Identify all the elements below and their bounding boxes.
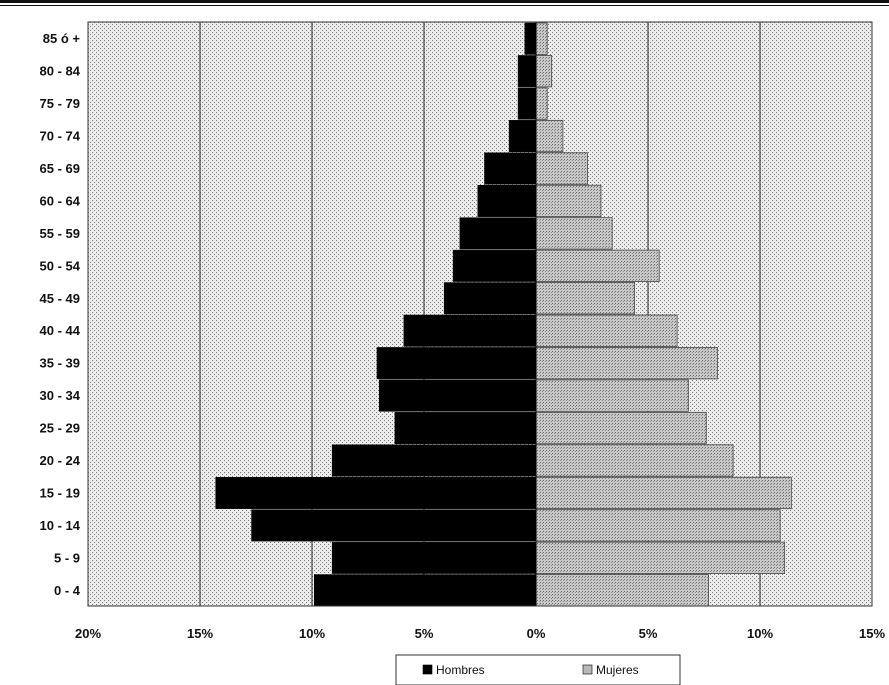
bar-mujeres-2 bbox=[535, 509, 781, 542]
bar-mujeres-1 bbox=[535, 541, 786, 574]
bar-hombres-2 bbox=[251, 509, 537, 542]
y-tick-label-0: 0 - 4 bbox=[54, 583, 81, 598]
bar-mujeres-4 bbox=[535, 444, 734, 477]
bar-mujeres-9 bbox=[535, 282, 635, 315]
plot-border bbox=[87, 21, 873, 607]
bar-mujeres-11 bbox=[535, 217, 613, 250]
y-tick-label-16: 80 - 84 bbox=[40, 64, 81, 79]
bar-hombres-1 bbox=[331, 541, 537, 574]
y-tick-label-14: 70 - 74 bbox=[40, 129, 81, 144]
y-tick-label-11: 55 - 59 bbox=[40, 226, 80, 241]
x-tick-label-2: 10% bbox=[299, 626, 325, 641]
bar-hombres-8 bbox=[403, 314, 537, 347]
x-tick-label-3: 5% bbox=[415, 626, 434, 641]
bar-hombres-15 bbox=[517, 87, 537, 120]
x-tick-label-5: 5% bbox=[639, 626, 658, 641]
bar-hombres-17 bbox=[524, 22, 537, 55]
bar-mujeres-14 bbox=[535, 119, 564, 153]
x-tick-labels: 20% 15% 10% 5% 0% 5% 10% 15% bbox=[75, 626, 885, 641]
y-tick-label-2: 10 - 14 bbox=[40, 518, 81, 533]
bar-mujeres-13 bbox=[535, 152, 588, 185]
y-tick-label-1: 5 - 9 bbox=[54, 550, 80, 565]
bar-hombres-10 bbox=[452, 249, 537, 282]
y-tick-label-12: 60 - 64 bbox=[40, 193, 81, 208]
bar-mujeres-5 bbox=[535, 411, 707, 445]
bar-hombres-13 bbox=[484, 152, 537, 185]
legend-swatch-mujeres bbox=[582, 664, 593, 675]
y-tick-label-5: 25 - 29 bbox=[40, 421, 80, 436]
x-tick-label-0: 20% bbox=[75, 626, 101, 641]
bar-hombres-4 bbox=[331, 444, 537, 477]
y-tick-label-13: 65 - 69 bbox=[40, 161, 80, 176]
bar-hombres-6 bbox=[378, 379, 537, 412]
bar-mujeres-6 bbox=[535, 379, 689, 412]
y-tick-label-4: 20 - 24 bbox=[40, 453, 81, 468]
bar-hombres-11 bbox=[459, 217, 537, 250]
legend: Hombres Mujeres bbox=[395, 654, 681, 685]
x-tick-label-6: 10% bbox=[747, 626, 773, 641]
y-tick-labels: 0 - 4 5 - 9 10 - 14 15 - 19 20 - 24 25 - 29 30… bbox=[40, 31, 81, 598]
bar-hombres-3 bbox=[215, 476, 537, 509]
x-tick-label-1: 15% bbox=[187, 626, 213, 641]
top-border bbox=[0, 0, 889, 3]
y-tick-label-7: 35 - 39 bbox=[40, 356, 80, 371]
bar-mujeres-10 bbox=[535, 249, 660, 282]
x-tick-label-7: 15% bbox=[859, 626, 885, 641]
y-tick-label-15: 75 - 79 bbox=[40, 96, 80, 111]
top-border-thin bbox=[0, 5, 889, 6]
bar-mujeres-15 bbox=[535, 87, 548, 120]
y-tick-label-9: 45 - 49 bbox=[40, 291, 80, 306]
bars bbox=[215, 22, 792, 607]
legend-swatch-hombres bbox=[422, 664, 433, 675]
legend-label-mujeres: Mujeres bbox=[596, 663, 639, 677]
y-tick-label-8: 40 - 44 bbox=[40, 323, 81, 338]
bar-mujeres-8 bbox=[535, 314, 678, 347]
bar-mujeres-12 bbox=[535, 184, 602, 218]
y-tick-label-3: 15 - 19 bbox=[40, 485, 80, 500]
bar-hombres-7 bbox=[376, 347, 537, 380]
bar-mujeres-17 bbox=[535, 22, 548, 55]
x-tick-label-4: 0% bbox=[527, 626, 546, 641]
bar-hombres-16 bbox=[517, 55, 537, 88]
bar-mujeres-0 bbox=[535, 574, 709, 607]
bar-hombres-5 bbox=[394, 412, 537, 445]
bar-hombres-9 bbox=[443, 282, 537, 315]
bar-mujeres-3 bbox=[535, 476, 792, 510]
y-tick-label-6: 30 - 34 bbox=[40, 388, 81, 403]
y-tick-label-17: 85 ó + bbox=[43, 31, 81, 46]
legend-box bbox=[395, 654, 681, 685]
bar-hombres-12 bbox=[477, 184, 537, 217]
bar-mujeres-7 bbox=[535, 347, 718, 380]
bar-hombres-0 bbox=[313, 574, 537, 607]
y-tick-label-10: 50 - 54 bbox=[40, 258, 81, 273]
bar-mujeres-16 bbox=[535, 55, 553, 88]
bar-hombres-14 bbox=[508, 120, 537, 153]
legend-label-hombres: Hombres bbox=[436, 663, 485, 677]
